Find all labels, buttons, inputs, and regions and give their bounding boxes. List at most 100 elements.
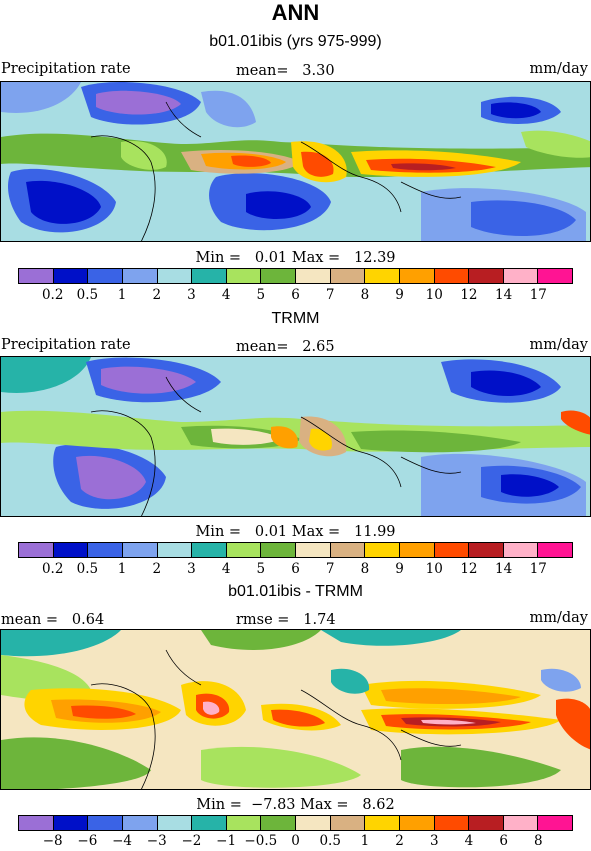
colorbar-swatch bbox=[469, 269, 504, 283]
colorbar-tick-label: −0.5 bbox=[244, 833, 278, 849]
panel-model-map bbox=[0, 81, 591, 242]
colorbar-swatch bbox=[434, 816, 470, 830]
colorbar-tick-label: 9 bbox=[395, 561, 404, 577]
panel-diff-colorbar bbox=[18, 815, 573, 831]
panel-obs-minmax: Min = 0.01 Max = 11.99 bbox=[195, 524, 396, 540]
colorbar-swatch bbox=[157, 269, 193, 283]
colorbar-swatch bbox=[261, 269, 296, 283]
colorbar-tick-label: 6 bbox=[291, 287, 300, 303]
panel-diff-colorbar-ticks: −8 −6 −4 −3 −2 −1 −0.5 0 0.5 1 2 3 4 6 8 bbox=[18, 833, 573, 851]
colorbar-swatch bbox=[538, 543, 572, 557]
colorbar-tick-label: 8 bbox=[360, 561, 370, 577]
colorbar-tick-label: 2 bbox=[152, 287, 162, 303]
colorbar-tick-label: 0.2 bbox=[41, 287, 64, 303]
colorbar-swatch bbox=[53, 543, 89, 557]
figure-title: ANN bbox=[271, 0, 320, 25]
panel-model-variable-label: Precipitation rate bbox=[1, 61, 131, 77]
colorbar-swatch bbox=[503, 269, 539, 283]
panel-obs-units-label: mm/day bbox=[529, 337, 588, 353]
colorbar-swatch bbox=[469, 543, 504, 557]
panel-obs-subtitle: TRMM bbox=[271, 310, 320, 327]
panel-obs-colorbar-ticks: 0.2 0.5 1 2 3 4 5 6 7 8 9 10 12 14 17 bbox=[18, 561, 573, 579]
colorbar-swatch bbox=[192, 543, 227, 557]
colorbar-swatch bbox=[434, 269, 470, 283]
colorbar-tick-label: −6 bbox=[77, 833, 98, 849]
colorbar-swatch bbox=[53, 269, 89, 283]
panel-diff-rmse-label: rmse = 1.74 bbox=[236, 612, 336, 628]
panel-diff-subtitle: b01.01ibis - TRMM bbox=[228, 583, 363, 600]
colorbar-tick-label: 3 bbox=[429, 833, 439, 849]
colorbar-tick-label: 5 bbox=[256, 561, 266, 577]
colorbar-swatch bbox=[296, 269, 331, 283]
colorbar-tick-label: −8 bbox=[42, 833, 63, 849]
colorbar-tick-label: 6 bbox=[291, 561, 300, 577]
colorbar-swatch bbox=[296, 816, 331, 830]
colorbar-tick-label: 0 bbox=[291, 833, 300, 849]
colorbar-tick-label: 10 bbox=[425, 561, 443, 577]
colorbar-tick-label: 12 bbox=[460, 287, 478, 303]
colorbar-tick-label: −2 bbox=[181, 833, 202, 849]
colorbar-tick-label: 0.2 bbox=[41, 561, 64, 577]
colorbar-tick-label: 7 bbox=[325, 287, 335, 303]
panel-model-minmax: Min = 0.01 Max = 12.39 bbox=[195, 250, 396, 266]
colorbar-tick-label: 1 bbox=[117, 561, 127, 577]
panel-obs-variable-label: Precipitation rate bbox=[1, 337, 131, 353]
colorbar-tick-label: 4 bbox=[464, 833, 474, 849]
colorbar-swatch bbox=[157, 816, 193, 830]
colorbar-swatch bbox=[469, 816, 504, 830]
panel-diff-mean-label: mean = 0.64 bbox=[1, 612, 105, 628]
colorbar-swatch bbox=[261, 543, 296, 557]
panel-model-colorbar bbox=[18, 268, 573, 284]
colorbar-tick-label: 9 bbox=[395, 287, 404, 303]
colorbar-tick-label: 3 bbox=[187, 561, 196, 577]
colorbar-swatch bbox=[53, 816, 89, 830]
colorbar-tick-label: −3 bbox=[146, 833, 167, 849]
colorbar-swatch bbox=[538, 816, 572, 830]
colorbar-tick-label: 8 bbox=[360, 287, 370, 303]
colorbar-swatch bbox=[296, 543, 331, 557]
colorbar-tick-label: 4 bbox=[221, 287, 231, 303]
colorbar-tick-label: 2 bbox=[152, 561, 162, 577]
colorbar-swatch bbox=[226, 543, 262, 557]
colorbar-swatch bbox=[399, 816, 435, 830]
colorbar-swatch bbox=[192, 816, 227, 830]
colorbar-tick-label: 7 bbox=[325, 561, 335, 577]
colorbar-tick-label: 3 bbox=[187, 287, 196, 303]
colorbar-swatch bbox=[88, 269, 123, 283]
colorbar-swatch bbox=[122, 269, 158, 283]
colorbar-tick-label: 10 bbox=[425, 287, 443, 303]
panel-diff-units-label: mm/day bbox=[529, 610, 588, 626]
colorbar-tick-label: 0.5 bbox=[319, 833, 341, 849]
colorbar-tick-label: 14 bbox=[495, 561, 513, 577]
colorbar-tick-label: 0.5 bbox=[76, 561, 99, 577]
colorbar-swatch bbox=[226, 269, 262, 283]
colorbar-tick-label: 1 bbox=[117, 287, 127, 303]
colorbar-swatch bbox=[122, 543, 158, 557]
colorbar-tick-label: 2 bbox=[395, 833, 404, 849]
colorbar-tick-label: 5 bbox=[256, 287, 266, 303]
colorbar-tick-label: 6 bbox=[499, 833, 508, 849]
colorbar-swatch bbox=[365, 543, 400, 557]
panel-obs-colorbar bbox=[18, 542, 573, 558]
colorbar-swatch bbox=[122, 816, 158, 830]
colorbar-swatch bbox=[261, 816, 296, 830]
colorbar-tick-label: 4 bbox=[221, 561, 231, 577]
colorbar-tick-label: 17 bbox=[529, 287, 547, 303]
colorbar-swatch bbox=[365, 269, 400, 283]
colorbar-tick-label: 1 bbox=[360, 833, 370, 849]
colorbar-swatch bbox=[399, 543, 435, 557]
colorbar-swatch bbox=[538, 269, 572, 283]
colorbar-swatch bbox=[434, 543, 470, 557]
colorbar-tick-label: −1 bbox=[216, 833, 237, 849]
colorbar-swatch bbox=[19, 269, 54, 283]
colorbar-swatch bbox=[88, 816, 123, 830]
colorbar-swatch bbox=[399, 269, 435, 283]
colorbar-swatch bbox=[330, 543, 366, 557]
colorbar-swatch bbox=[19, 543, 54, 557]
panel-diff-map bbox=[0, 629, 591, 790]
colorbar-swatch bbox=[88, 543, 123, 557]
colorbar-tick-label: 12 bbox=[460, 561, 478, 577]
panel-diff-minmax: Min = −7.83 Max = 8.62 bbox=[196, 797, 395, 813]
colorbar-swatch bbox=[365, 816, 400, 830]
colorbar-tick-label: 17 bbox=[529, 561, 547, 577]
